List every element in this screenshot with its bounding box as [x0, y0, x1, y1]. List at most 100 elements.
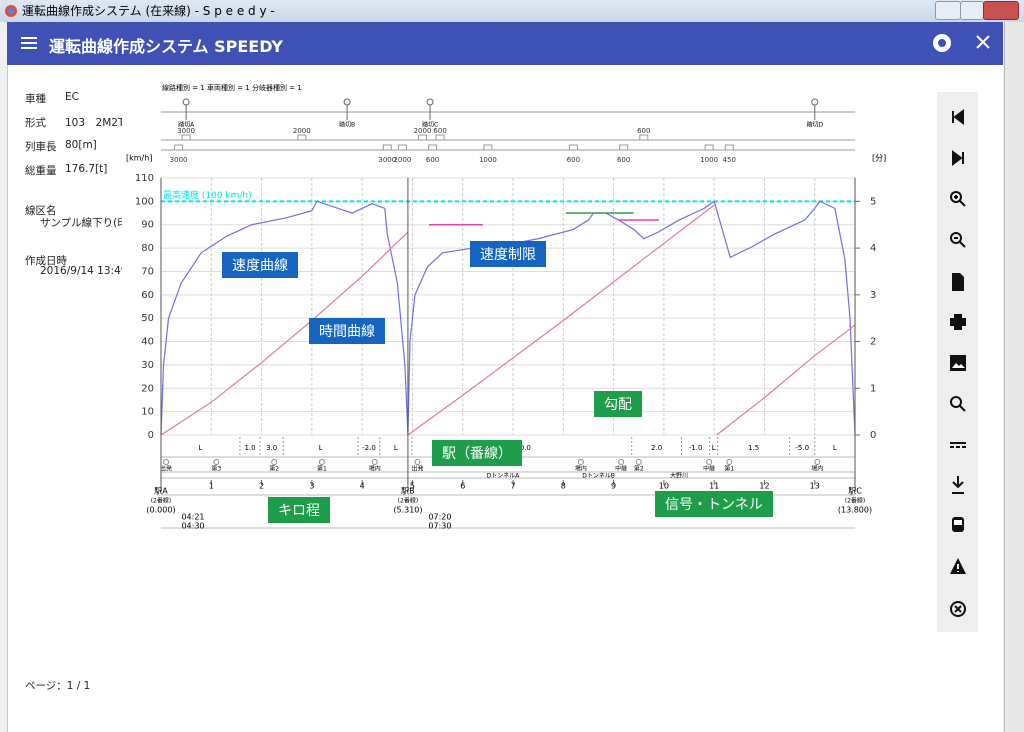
- y2-tick-label: 2: [870, 337, 876, 348]
- station-name: 駅A: [154, 487, 168, 496]
- info-label: 総重量: [25, 165, 57, 177]
- curve-marker: [724, 144, 734, 151]
- y-tick-label: 40: [141, 337, 154, 348]
- line-style-button[interactable]: [949, 429, 967, 461]
- page-indicator: ページ：1 / 1: [25, 680, 91, 692]
- crossing-label: 踏切D: [806, 121, 823, 129]
- gradient-label: L: [319, 444, 323, 452]
- signal-marker: [371, 459, 378, 465]
- y-tick-label: 10: [141, 407, 154, 418]
- curve-label: 600: [567, 156, 580, 164]
- x-tick-label: 12: [759, 482, 769, 491]
- y2-tick-label: 5: [870, 196, 876, 207]
- close-button[interactable]: [975, 34, 991, 50]
- callout: 時間曲線: [309, 318, 385, 344]
- station-time: 07:30: [428, 522, 451, 531]
- signal-marker: [814, 459, 821, 465]
- curve-label: 2000: [393, 156, 411, 164]
- y-tick-label: 70: [141, 266, 154, 277]
- y-tick-label: 80: [141, 243, 154, 254]
- zoom-out-button[interactable]: [949, 224, 967, 256]
- y2-tick-label: 4: [870, 243, 876, 254]
- warning-button[interactable]: [949, 552, 967, 584]
- y2-tick-label: 1: [870, 383, 876, 394]
- curve-label: 600: [637, 127, 650, 135]
- max-speed-label: 最高速度 (100 km/h): [163, 189, 252, 201]
- gradient-label: -5.0: [795, 444, 809, 452]
- plot-frame: [160, 177, 856, 436]
- image-button[interactable]: [949, 347, 967, 379]
- curve-marker: [297, 134, 307, 141]
- window-title: 運転曲線作成システム (在来線) - S p e e d y -: [22, 4, 275, 18]
- minimize-button[interactable]: [935, 1, 961, 20]
- info-value: EC: [65, 91, 79, 103]
- print-button[interactable]: [949, 306, 967, 338]
- x-tick-label: 11: [709, 482, 719, 491]
- last-button[interactable]: [950, 142, 966, 174]
- signal-label: 出発: [160, 465, 172, 473]
- maximize-button[interactable]: [960, 1, 984, 20]
- curve-marker: [704, 144, 714, 151]
- callout: 勾配: [594, 391, 642, 417]
- gradient-label: 2.0: [651, 444, 662, 452]
- gradient-label: L: [833, 444, 837, 452]
- toolbar: [937, 92, 978, 632]
- station-time: 04:21: [181, 513, 204, 522]
- callout: 信号・トンネル: [655, 491, 773, 517]
- callout: 速度曲線: [222, 252, 298, 278]
- zoom-in-button[interactable]: [949, 183, 967, 215]
- crossing-label: 踏切A: [178, 121, 195, 129]
- date-label: 作成日時: [25, 255, 67, 267]
- gradient-label: L: [712, 444, 716, 452]
- curve-marker: [174, 144, 184, 151]
- curve-marker: [382, 144, 392, 151]
- y-tick-label: 60: [141, 290, 154, 301]
- download-button[interactable]: [949, 470, 967, 502]
- gradient-label: -2.0: [362, 444, 376, 452]
- cancel-button[interactable]: [949, 593, 967, 625]
- station-track: (2番線): [398, 497, 419, 505]
- station-km: (5.310): [393, 506, 422, 515]
- camera-button[interactable]: [931, 32, 953, 54]
- curve-label: 2000: [293, 127, 311, 135]
- signal-label: 場内: [369, 465, 381, 473]
- x-tick-label: 4: [360, 482, 365, 491]
- signal-marker: [635, 459, 642, 465]
- curve-marker: [568, 144, 578, 151]
- crossing-marker: [343, 98, 351, 106]
- close-window-button[interactable]: [983, 1, 1019, 20]
- info-value: 80[m]: [65, 139, 97, 151]
- chart-note: 線路種別 = 1 車両種別 = 1 分岐器種別 = 1: [162, 83, 302, 92]
- tunnel-label: 大野川: [670, 472, 688, 480]
- menu-button[interactable]: [21, 35, 39, 51]
- signal-label: 出発: [411, 465, 423, 473]
- y-tick-label: 0: [148, 430, 154, 441]
- info-value: 103 2M2T: [65, 117, 122, 129]
- y2-axis-label: [分]: [872, 154, 886, 163]
- tunnel-label: DトンネルB: [582, 473, 615, 480]
- document-button[interactable]: [950, 265, 966, 297]
- y-tick-label: 30: [141, 360, 154, 371]
- x-tick-label: 6: [460, 482, 465, 491]
- signal-label: 第1: [317, 465, 327, 473]
- x-tick-label: 13: [810, 482, 820, 491]
- x-tick-label: 8: [561, 482, 566, 491]
- station-name: 駅B: [401, 487, 415, 496]
- app-icon: [5, 5, 17, 17]
- scrollbar[interactable]: [1004, 22, 1024, 732]
- x-tick-label: 1: [209, 482, 214, 491]
- gradient-label: 1.5: [748, 444, 759, 452]
- train-button[interactable]: [949, 511, 967, 543]
- first-button[interactable]: [950, 101, 966, 133]
- signal-marker: [706, 459, 713, 465]
- x-tick-label: 2: [259, 482, 264, 491]
- chart: 線路種別 = 1 車両種別 = 1 分岐器種別 = 1[km/h] [分]0102…: [126, 83, 886, 531]
- search-button[interactable]: [949, 388, 967, 420]
- station-time: 07:20: [428, 513, 451, 522]
- y-tick-label: 100: [135, 196, 154, 207]
- callout: 速度制限: [470, 241, 546, 267]
- curve-label: 600: [433, 127, 446, 135]
- curve-marker: [619, 144, 629, 151]
- gradient-label: 3.0: [266, 444, 277, 452]
- station-name: 駅C: [848, 487, 862, 496]
